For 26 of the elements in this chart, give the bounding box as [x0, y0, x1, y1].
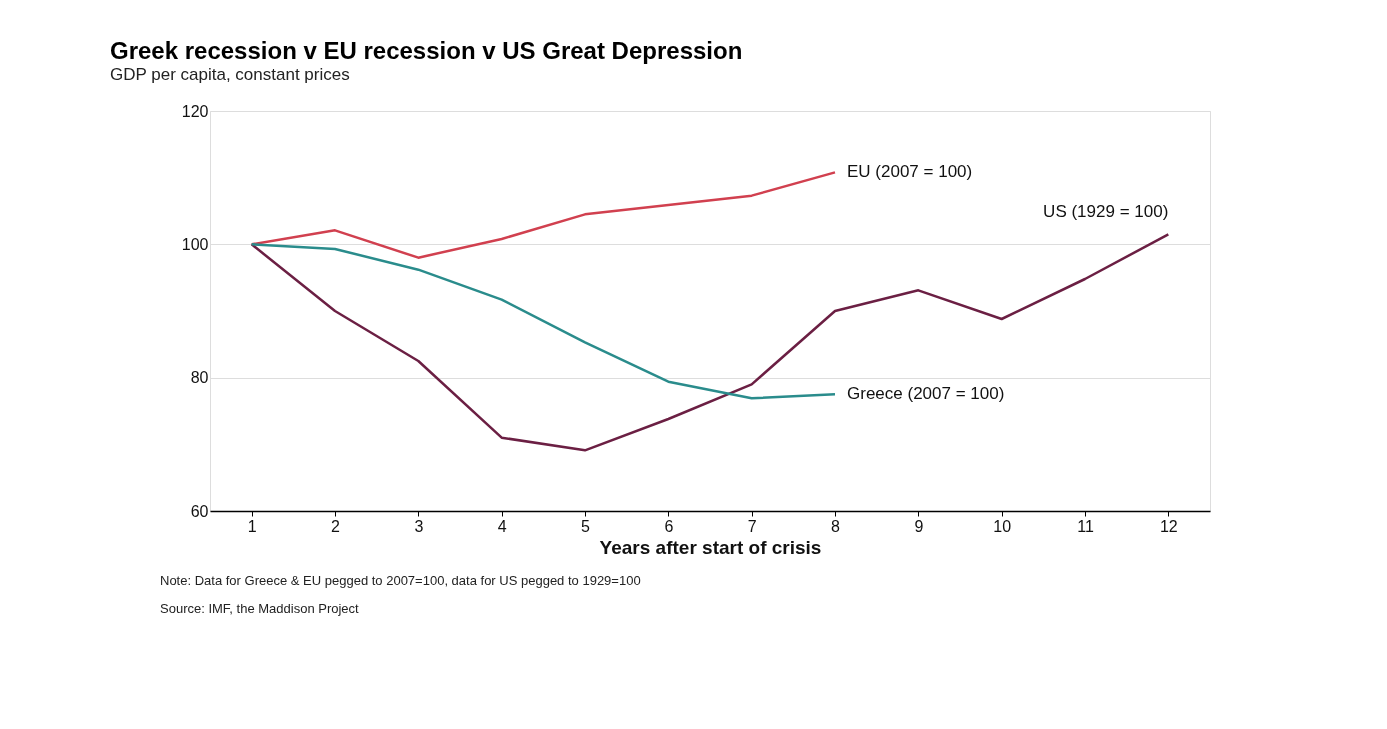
x-axis-title: Years after start of crisis	[599, 536, 822, 558]
x-tick-label: 1	[247, 517, 257, 535]
x-tick-label: 6	[664, 517, 674, 535]
y-tick-label: 60	[190, 502, 209, 520]
chart-subtitle: GDP per capita, constant prices	[110, 65, 350, 84]
x-tick-label: 11	[1077, 517, 1094, 535]
y-tick-label: 100	[181, 235, 209, 253]
x-tick-label: 7	[747, 517, 757, 535]
source-note: Source: IMF, the Maddison Project	[160, 601, 360, 616]
series-label: EU (2007 = 100)	[847, 162, 973, 182]
x-tick-label: 8	[831, 517, 841, 535]
x-tick-label: 12	[1159, 517, 1178, 535]
series-label: Greece (2007 = 100)	[847, 384, 1005, 404]
x-tick-label: 2	[331, 517, 341, 535]
x-tick-label: 10	[993, 517, 1012, 535]
x-tick-label: 4	[497, 517, 507, 535]
line-series	[250, 243, 837, 400]
y-tick-label: 120	[181, 102, 209, 120]
chart-title: Greek recession v EU recession v US Great Depression	[110, 37, 743, 64]
line-series	[250, 233, 1170, 452]
text: Note: Data for Greece & EU pegged to 2007=100, data for US pegged to 1929=100	[160, 573, 641, 588]
x-tick-label: 9	[914, 517, 924, 535]
series-label: US (1929 = 100)	[1043, 202, 1169, 222]
x-tick-label: 3	[414, 517, 424, 535]
x-tick-label: 5	[581, 517, 591, 535]
y-tick-label: 80	[190, 369, 209, 387]
